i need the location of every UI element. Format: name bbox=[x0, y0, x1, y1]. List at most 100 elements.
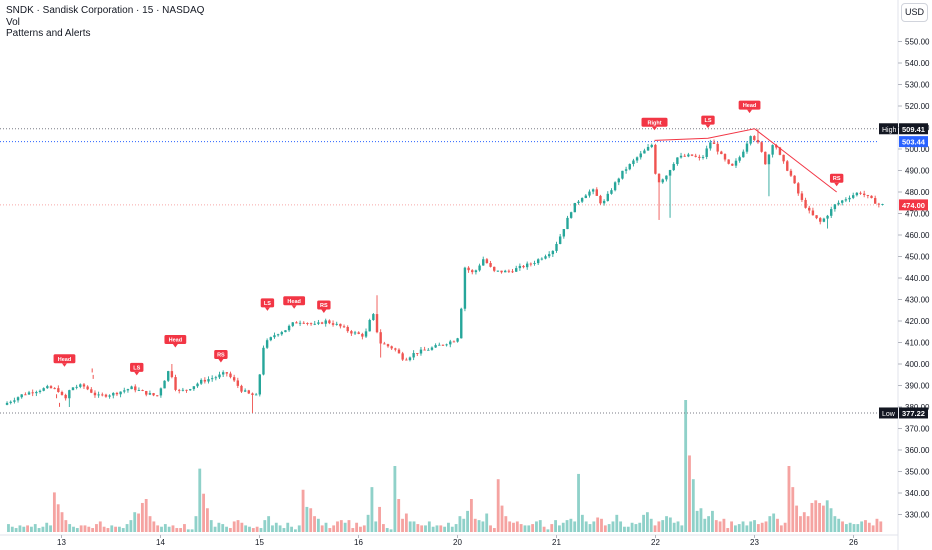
candle-body bbox=[324, 320, 327, 324]
candle-body bbox=[258, 374, 261, 395]
candle-body bbox=[335, 323, 338, 325]
candle-body bbox=[467, 267, 470, 271]
pattern-label-text: Head bbox=[287, 299, 300, 305]
volume-bar bbox=[473, 518, 477, 532]
pattern-label-head[interactable]: Head bbox=[283, 296, 306, 309]
volume-bar bbox=[10, 526, 14, 532]
symbol-title[interactable]: SNDK · Sandisk Corporation · 15 · NASDAQ bbox=[6, 5, 205, 16]
candle-body bbox=[698, 156, 701, 158]
candle-body bbox=[79, 384, 82, 387]
volume-bar bbox=[236, 520, 240, 532]
candle-body bbox=[569, 212, 573, 218]
candle-body bbox=[676, 157, 679, 164]
candle-body bbox=[247, 390, 251, 394]
candle-body bbox=[397, 349, 401, 354]
candle-body bbox=[515, 268, 518, 272]
pattern-label-rs[interactable]: RS bbox=[214, 350, 228, 363]
candle-body bbox=[199, 379, 203, 384]
volume-bar bbox=[825, 500, 829, 532]
volume-bar bbox=[542, 526, 546, 532]
candle-body bbox=[203, 379, 207, 382]
pattern-label-ls[interactable]: LS bbox=[130, 362, 144, 376]
candle-body bbox=[712, 142, 716, 144]
candle-body bbox=[635, 157, 639, 161]
pattern-label-pointer bbox=[172, 343, 178, 348]
volume-bar bbox=[427, 521, 431, 532]
volume-bar bbox=[7, 524, 10, 532]
pattern-markers: Head LS Head RS LS Head RS Right LS Head RS bbox=[53, 100, 844, 376]
volume-bar bbox=[72, 526, 75, 532]
volume-bar bbox=[672, 522, 676, 532]
pattern-label-ls[interactable]: LS bbox=[701, 115, 715, 129]
pattern-label-ls[interactable]: LS bbox=[260, 298, 275, 311]
candle-body bbox=[786, 161, 789, 171]
volume-bar bbox=[248, 526, 251, 532]
volume-bar bbox=[466, 510, 469, 532]
volume-bar bbox=[867, 522, 871, 532]
price-tick-label: 330.00 bbox=[905, 511, 930, 520]
price-axis[interactable]: 330.00340.00350.00360.00370.00380.00390.… bbox=[897, 0, 930, 550]
price-tick-label: 470.00 bbox=[905, 210, 930, 219]
pattern-label-head[interactable]: Head bbox=[53, 354, 76, 367]
volume-bar bbox=[355, 522, 359, 532]
volume-bar bbox=[381, 524, 385, 532]
pattern-label-head[interactable]: Head bbox=[738, 100, 761, 114]
volume-bar bbox=[515, 521, 519, 532]
volume-bar bbox=[416, 524, 420, 532]
candle-body bbox=[291, 322, 294, 326]
candle-body bbox=[419, 349, 423, 354]
volume-bar bbox=[523, 525, 527, 532]
high-badge-text: 509.41 bbox=[902, 125, 925, 134]
volume-bar bbox=[795, 505, 799, 532]
pattern-label-rs[interactable]: RS bbox=[317, 300, 331, 314]
pattern-label-pointer bbox=[61, 363, 67, 367]
pattern-label-rs[interactable]: RS bbox=[829, 173, 844, 187]
pattern-label-right[interactable]: Right bbox=[641, 117, 668, 131]
candle-body bbox=[606, 193, 609, 201]
currency-button[interactable]: USD bbox=[901, 3, 928, 22]
candle-body bbox=[632, 160, 635, 165]
volume-bar bbox=[156, 525, 160, 532]
candle-body bbox=[679, 155, 683, 158]
candle-body bbox=[236, 380, 240, 386]
price-tick-label: 350.00 bbox=[905, 468, 930, 477]
volume-bar bbox=[879, 521, 883, 532]
volume-bar bbox=[596, 517, 600, 532]
candle-body bbox=[295, 322, 298, 324]
candle-body bbox=[617, 178, 620, 183]
candle-body bbox=[544, 256, 547, 259]
candle-body bbox=[742, 151, 745, 158]
candle-body bbox=[511, 271, 514, 273]
candle-body bbox=[229, 373, 232, 378]
volume-bar bbox=[366, 514, 370, 532]
pattern-label-head[interactable]: Head bbox=[164, 334, 187, 348]
candle-body bbox=[189, 389, 192, 391]
candle-body bbox=[375, 314, 379, 333]
candle-body bbox=[819, 218, 822, 222]
candle-body bbox=[562, 229, 566, 237]
candle-body bbox=[661, 179, 664, 183]
volume-bar bbox=[118, 526, 121, 532]
candle-body bbox=[862, 193, 866, 196]
candle-body bbox=[313, 323, 316, 325]
indicator-legend[interactable]: Patterns and Alerts bbox=[6, 28, 91, 39]
time-tick-label: 20 bbox=[453, 538, 462, 547]
volume-bar bbox=[592, 521, 596, 532]
candle-body bbox=[112, 392, 115, 396]
pattern-label-text: RS bbox=[320, 303, 328, 309]
volume-legend[interactable]: Vol bbox=[6, 16, 20, 28]
candle-body bbox=[353, 332, 357, 334]
candle-body bbox=[20, 394, 23, 398]
candle-body bbox=[68, 390, 71, 399]
candle-body bbox=[602, 200, 606, 204]
candle-body bbox=[416, 353, 419, 354]
time-axis[interactable]: 13 14 15 16 20 21 22 23 26 bbox=[0, 534, 898, 547]
volume-bar bbox=[339, 520, 343, 532]
volume-bar bbox=[244, 525, 248, 532]
pattern-label-text: Right bbox=[647, 120, 661, 126]
volume-bar bbox=[500, 505, 504, 532]
volume-bar bbox=[290, 526, 293, 532]
candle-body bbox=[24, 394, 27, 396]
volume-bar bbox=[481, 521, 485, 532]
